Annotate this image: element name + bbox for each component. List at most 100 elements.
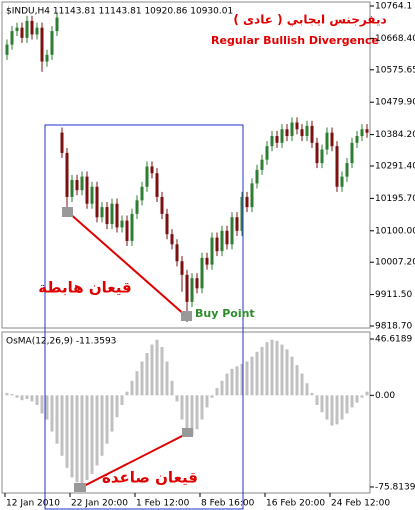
histogram-bar: [330, 395, 334, 426]
y-tick-label: 10764.1: [375, 1, 412, 11]
candle-body: [85, 176, 89, 204]
candle-body: [320, 149, 324, 164]
candle-body: [270, 136, 274, 147]
candle-body: [335, 146, 339, 187]
candle-body: [115, 203, 119, 228]
candle-body: [360, 129, 364, 137]
histogram-bar: [80, 395, 84, 486]
candle-body: [195, 278, 199, 289]
annotation: Buy Point: [195, 307, 255, 320]
candle-body: [315, 142, 319, 164]
candle-body: [55, 17, 59, 32]
candle-body: [180, 261, 184, 275]
marker: [74, 483, 86, 492]
histogram-bar: [85, 395, 89, 480]
histogram-bar: [310, 392, 314, 396]
candle-body: [75, 180, 79, 191]
annotation: قيعان هابطة: [38, 279, 131, 297]
histogram-bar: [295, 365, 299, 396]
candle-body: [235, 217, 239, 231]
candle-body: [260, 159, 264, 170]
candle-body: [350, 142, 354, 164]
y-tick-label: 9911.50: [375, 290, 412, 300]
candle-body: [5, 44, 9, 55]
histogram-bar: [280, 344, 284, 396]
candle-body: [60, 132, 64, 153]
candle-body: [120, 220, 124, 228]
histogram-bar: [70, 395, 74, 478]
histogram-bar: [300, 373, 304, 396]
candle-body: [220, 230, 224, 252]
histogram-bar: [215, 388, 219, 396]
histogram-bar: [95, 395, 99, 466]
histogram-bar: [50, 395, 54, 432]
histogram-bar: [285, 349, 289, 396]
candle-body: [330, 132, 334, 147]
histogram-bar: [115, 395, 119, 418]
divergence-line: [79, 432, 189, 489]
x-tick-label: 12 Jan 2010: [6, 499, 60, 509]
candle-body: [275, 136, 279, 143]
histogram-bar: [170, 380, 174, 396]
y-tick-label: 10575.65: [375, 65, 415, 75]
candle-body: [205, 257, 209, 265]
histogram-bar: [105, 395, 109, 444]
histogram-bar: [205, 395, 209, 408]
candle-body: [170, 234, 174, 245]
histogram-bar: [15, 395, 19, 398]
annotation: ديفرجنس ايجابي ( عادى ): [233, 13, 386, 27]
histogram-bar: [150, 344, 154, 396]
candle-body: [190, 278, 194, 302]
histogram-bar: [325, 395, 329, 420]
histogram-bar: [140, 361, 144, 396]
histogram-bar: [255, 351, 259, 396]
chart-title: $INDU,H4 11143.81 11143.81 10920.86 1093…: [6, 7, 233, 17]
candle-body: [325, 132, 329, 150]
histogram-bar: [315, 395, 319, 406]
candle-body: [20, 27, 24, 38]
histogram-bar: [350, 395, 354, 408]
x-tick-label: 1 Feb 12:00: [136, 499, 190, 509]
candle-body: [345, 163, 349, 177]
histogram-bar: [290, 356, 294, 396]
histogram-bar: [245, 361, 249, 396]
candle-body: [140, 186, 144, 201]
marker: [62, 207, 73, 217]
y-tick-label: 10291.40: [375, 161, 415, 171]
histogram-bar: [165, 361, 169, 396]
histogram-bar: [355, 395, 359, 403]
histogram-bar: [125, 391, 129, 396]
histogram-bar: [65, 395, 69, 468]
candle-body: [295, 122, 299, 130]
y-tick-label: 0.00: [375, 391, 395, 401]
candle-body: [285, 129, 289, 137]
histogram-bar: [195, 395, 199, 430]
histogram-bar: [75, 395, 79, 483]
histogram-bar: [160, 346, 164, 396]
candle-body: [255, 169, 259, 184]
candle-body: [310, 125, 314, 143]
osma-panel: [1, 331, 371, 494]
divergence-line: [67, 211, 187, 317]
histogram-bar: [25, 395, 29, 399]
candle-body: [365, 129, 369, 133]
candle-body: [160, 196, 164, 214]
histogram-bar: [230, 368, 234, 396]
histogram-bar: [175, 395, 179, 402]
histogram-bar: [90, 395, 94, 474]
marker: [182, 428, 193, 437]
candle-body: [65, 152, 69, 197]
histogram-bar: [270, 339, 274, 396]
y-tick-label: -75.8139: [375, 482, 415, 492]
histogram-bar: [275, 340, 279, 396]
candle-body: [80, 176, 84, 191]
histogram-bar: [190, 395, 194, 436]
histogram-bar: [320, 395, 324, 413]
candle-body: [175, 244, 179, 262]
candle-body: [150, 166, 154, 174]
y-tick-label: 10384.20: [375, 130, 415, 140]
histogram-bar: [40, 395, 44, 414]
candle-body: [185, 274, 189, 302]
x-tick-label: 8 Feb 16:00: [201, 499, 255, 509]
histogram-bar: [225, 373, 229, 396]
